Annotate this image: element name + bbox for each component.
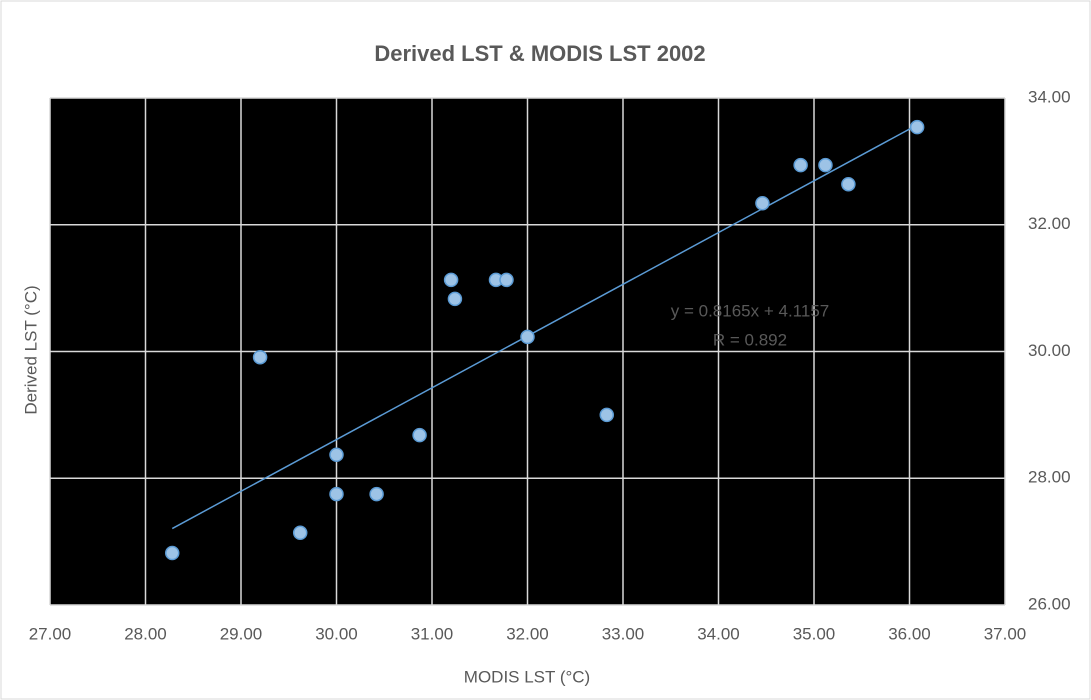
x-tick-label: 31.00 [411, 624, 454, 643]
point [252, 349, 268, 365]
point [909, 119, 925, 135]
point [499, 272, 514, 288]
point [599, 407, 615, 423]
point [164, 545, 180, 561]
point [412, 427, 427, 443]
point [329, 486, 344, 502]
point [443, 272, 459, 288]
point [520, 329, 535, 345]
trendline-equation: y = 0.8165x + 4.1157 [671, 301, 829, 320]
point [818, 157, 833, 173]
y-tick-label: 28.00 [1028, 468, 1071, 487]
point [447, 291, 463, 307]
x-axis-label: MODIS LST (°C) [464, 667, 590, 686]
y-tick-label: 34.00 [1028, 87, 1071, 106]
x-tick-label: 32.00 [506, 624, 549, 643]
x-tick-label: 30.00 [315, 624, 358, 643]
point [292, 525, 308, 541]
x-tick-label: 36.00 [888, 624, 931, 643]
y-tick-label: 30.00 [1028, 341, 1071, 360]
point [841, 176, 856, 192]
trendline-r: R = 0.892 [713, 330, 787, 349]
y-tick-label: 32.00 [1028, 214, 1071, 233]
chart-title: Derived LST & MODIS LST 2002 [374, 41, 705, 66]
trendline [171, 124, 918, 530]
point [755, 195, 770, 211]
x-tick-label: 35.00 [793, 624, 836, 643]
point [329, 447, 344, 463]
x-tick-label: 34.00 [697, 624, 740, 643]
x-tick-label: 33.00 [602, 624, 645, 643]
y-axis-label: Derived LST (°C) [21, 285, 40, 414]
x-tick-label: 37.00 [984, 624, 1027, 643]
x-tick-label: 28.00 [124, 624, 167, 643]
y-tick-label: 26.00 [1028, 594, 1071, 613]
x-tick-label: 29.00 [220, 624, 263, 643]
x-tick-label: 27.00 [29, 624, 72, 643]
point [793, 157, 808, 173]
point [369, 486, 384, 502]
